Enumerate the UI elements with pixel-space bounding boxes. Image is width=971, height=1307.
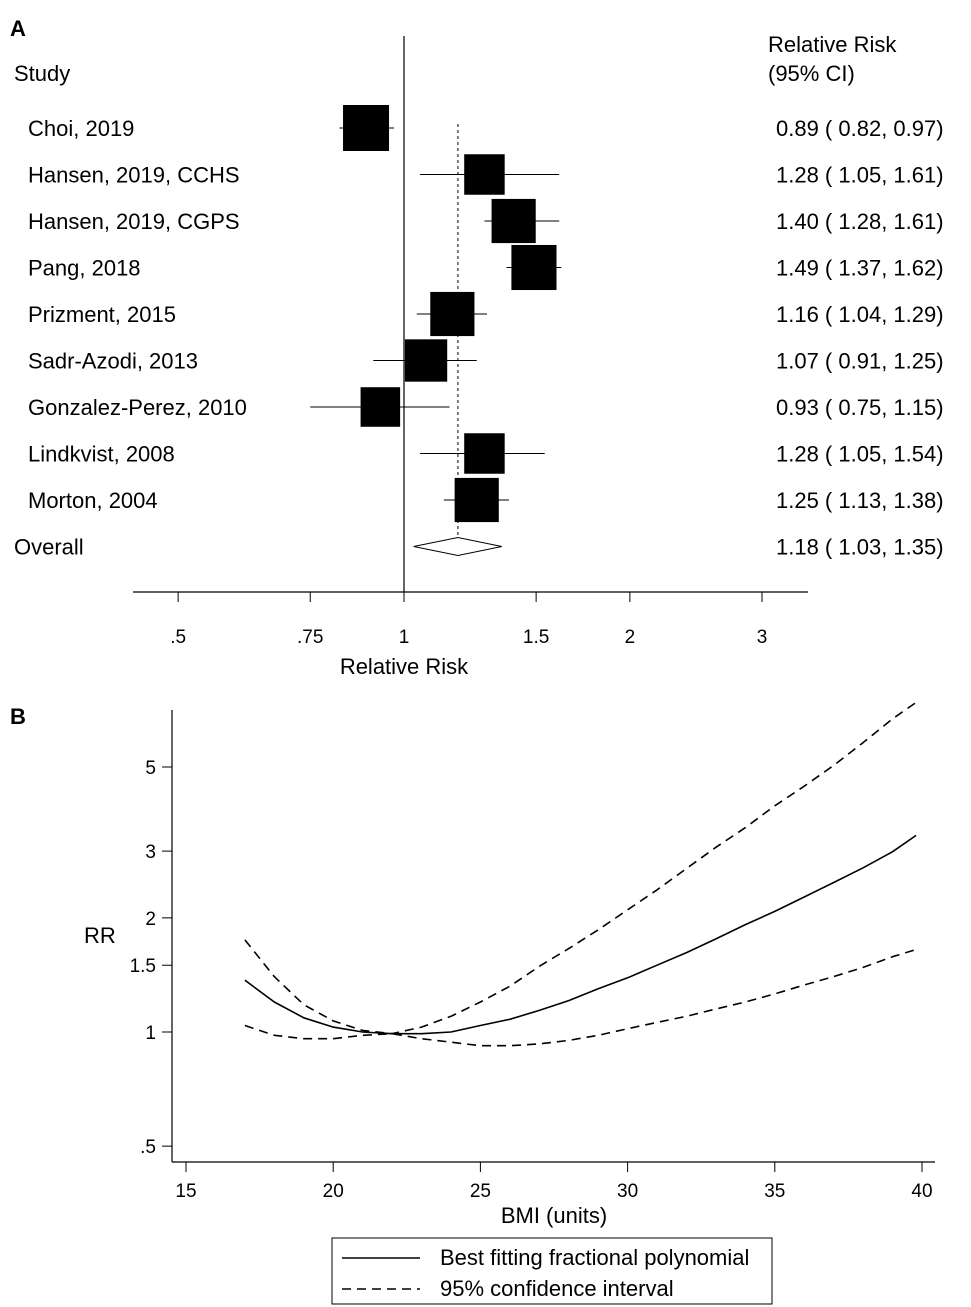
study-label: Gonzalez-Perez, 2010 [28,395,247,420]
bmi-x-tick-label: 25 [470,1181,491,1202]
forest-x-tick-label: 1.5 [523,627,549,648]
forest-x-tick-label: 3 [757,627,768,648]
study-label: Hansen, 2019, CGPS [28,209,240,234]
study-row: Lindkvist, 2008 1.28 ( 1.05, 1.54) [28,433,944,474]
forest-x-tick-label: .5 [170,627,186,648]
study-effect-box [404,339,448,382]
study-rows: Choi, 2019 0.89 ( 0.82, 0.97) Hansen, 2019… [28,105,944,523]
rr-column-header: Relative Risk [768,32,897,57]
study-effect-box [430,291,475,337]
legend-dashed-label: 95% confidence interval [440,1276,674,1301]
bmi-x-axis-title: BMI (units) [501,1203,607,1228]
study-row: Choi, 2019 0.89 ( 0.82, 0.97) [28,105,944,151]
study-label: Sadr-Azodi, 2013 [28,349,198,374]
study-rr-text: 1.28 ( 1.05, 1.54) [776,442,944,467]
bmi-x-tick-label: 15 [175,1181,196,1202]
overall-label: Overall [14,535,84,560]
study-rr-text: 1.16 ( 1.04, 1.29) [776,302,944,327]
study-effect-box [491,198,536,244]
rr-y-tick-label: 5 [145,758,156,779]
study-effect-box [360,387,401,427]
rr-y-axis-title: RR [84,923,116,948]
study-rr-text: 0.89 ( 0.82, 0.97) [776,116,944,141]
study-effect-box [464,154,505,195]
bmi-x-tick-label: 40 [911,1181,932,1202]
study-effect-box [511,244,557,291]
study-label: Choi, 2019 [28,116,134,141]
forest-x-tick-label: .75 [297,627,323,648]
study-row: Morton, 2004 1.25 ( 1.13, 1.38) [28,477,944,523]
legend-solid-label: Best fitting fractional polynomial [440,1245,749,1270]
overall-diamond [413,536,502,557]
study-label: Morton, 2004 [28,488,158,513]
study-label: Pang, 2018 [28,256,141,281]
bmi-x-tick-label: 20 [323,1181,344,1202]
ci-column-header: (95% CI) [768,61,855,86]
study-rr-text: 1.28 ( 1.05, 1.61) [776,163,944,188]
fitted-curve [244,834,917,1035]
study-rr-text: 1.49 ( 1.37, 1.62) [776,256,944,281]
rr-y-tick-label: 1 [145,1023,156,1044]
legend: Best fitting fractional polynomial 95% c… [331,1237,773,1305]
bmi-x-tick-label: 30 [617,1181,638,1202]
study-rr-text: 1.40 ( 1.28, 1.61) [776,209,944,234]
study-row: Sadr-Azodi, 2013 1.07 ( 0.91, 1.25) [28,339,944,382]
forest-plot-panel: A Study Relative Risk (95% CI) Choi, 201… [10,16,944,679]
forest-x-tick-label: 1 [399,627,410,648]
study-column-header: Study [14,61,70,86]
study-label: Hansen, 2019, CCHS [28,163,240,188]
study-row: Prizment, 2015 1.16 ( 1.04, 1.29) [28,291,944,337]
study-effect-box [343,105,390,151]
rr-y-tick-label: .5 [140,1137,156,1158]
forest-x-tick-label: 2 [625,627,636,648]
study-row: Gonzalez-Perez, 2010 0.93 ( 0.75, 1.15) [28,387,944,427]
study-row: Hansen, 2019, CGPS 1.40 ( 1.28, 1.61) [28,198,944,244]
rr-y-tick-label: 2 [145,909,156,930]
study-row: Hansen, 2019, CCHS 1.28 ( 1.05, 1.61) [28,154,944,195]
panel-b-label: B [10,704,26,729]
study-label: Lindkvist, 2008 [28,442,175,467]
study-rr-text: 0.93 ( 0.75, 1.15) [776,395,944,420]
ci-curve [244,701,917,1035]
study-rr-text: 1.07 ( 0.91, 1.25) [776,349,944,374]
study-row: Pang, 2018 1.49 ( 1.37, 1.62) [28,244,944,291]
forest-x-axis-title: Relative Risk [340,654,469,679]
ci-curve [244,948,917,1047]
study-rr-text: 1.25 ( 1.13, 1.38) [776,488,944,513]
study-label: Prizment, 2015 [28,302,176,327]
overall-rr-text: 1.18 ( 1.03, 1.35) [776,535,944,560]
study-effect-box [454,477,499,523]
bmi-x-tick-label: 35 [764,1181,785,1202]
forest-x-ticks: .5 .75 1 1.5 2 3 [170,592,767,648]
rr-y-tick-label: 3 [145,842,156,863]
panel-a-label: A [10,16,26,41]
legend-box [331,1237,773,1305]
study-effect-box [464,433,505,474]
dose-response-curves [244,701,917,1047]
rr-y-tick-label: 1.5 [130,956,156,977]
